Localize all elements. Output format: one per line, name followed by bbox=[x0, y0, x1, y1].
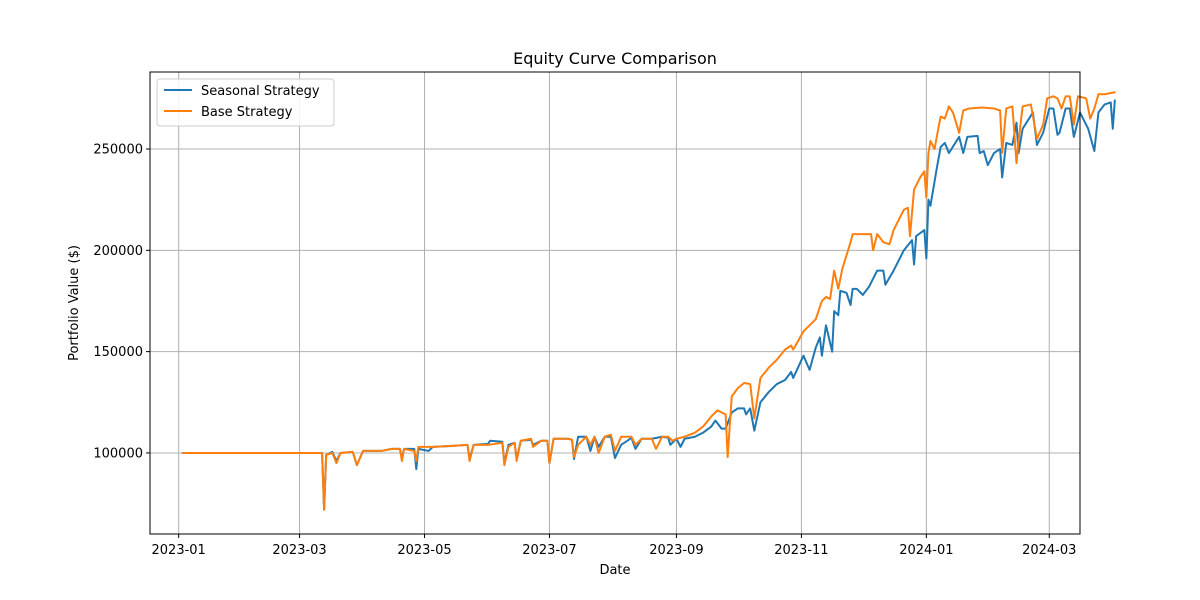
x-tick-label: 2023-05 bbox=[397, 543, 451, 558]
series-line-base-strategy bbox=[181, 91, 1116, 511]
legend-label-base: Base Strategy bbox=[201, 105, 293, 120]
x-tick-label: 2023-03 bbox=[272, 543, 326, 558]
y-axis-title: Portfolio Value ($) bbox=[67, 245, 82, 361]
plot-frame bbox=[149, 71, 1081, 535]
x-tick-label: 2023-09 bbox=[649, 543, 703, 558]
x-axis-title: Date bbox=[599, 563, 630, 578]
x-tick-label: 2024-03 bbox=[1022, 543, 1076, 558]
y-tick-label: 100000 bbox=[93, 446, 143, 461]
x-tick-label: 2023-07 bbox=[522, 543, 576, 558]
y-tick-label: 250000 bbox=[93, 143, 143, 158]
series-layer bbox=[181, 91, 1116, 511]
x-tick-label: 2023-01 bbox=[152, 543, 206, 558]
chart-title: Equity Curve Comparison bbox=[513, 49, 717, 68]
y-tick-label: 200000 bbox=[93, 244, 143, 259]
tick-layer: 2023-01 2023-03 2023-05 2023-07 2023-09 2023-… bbox=[93, 143, 1076, 559]
legend-label-seasonal: Seasonal Strategy bbox=[201, 84, 320, 99]
legend-box bbox=[156, 78, 335, 127]
x-tick-label: 2024-01 bbox=[899, 543, 953, 558]
y-tick-label: 150000 bbox=[93, 345, 143, 360]
legend: Seasonal Strategy Base Strategy bbox=[156, 78, 335, 127]
x-tick-label: 2023-11 bbox=[774, 543, 828, 558]
